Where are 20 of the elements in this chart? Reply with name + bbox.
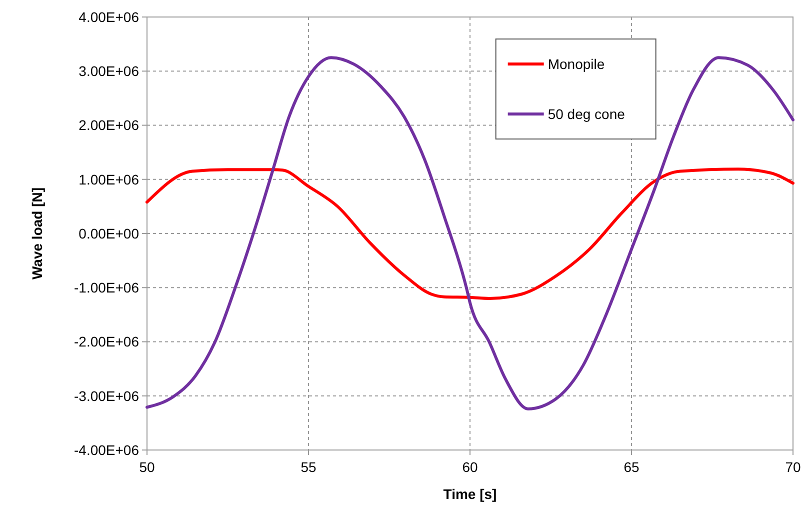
y-tick-label: -3.00E+06	[74, 388, 140, 404]
x-tick-label: 70	[785, 459, 801, 475]
x-tick-label: 60	[462, 459, 478, 475]
legend-label: 50 deg cone	[548, 106, 626, 122]
y-tick-label: 2.00E+06	[78, 117, 140, 134]
line-series	[146, 56, 794, 410]
legend-label: Monopile	[548, 56, 605, 72]
y-tick-label: -4.00E+06	[74, 442, 140, 458]
y-tick-label: -1.00E+06	[74, 280, 140, 296]
y-tick-label: -2.00E+06	[74, 334, 140, 350]
x-tick-label: 55	[300, 459, 316, 475]
x-tick-label: 65	[624, 459, 640, 475]
x-axis-title: Time [s]	[443, 486, 497, 502]
y-tick-label: 4.00E+06	[78, 8, 140, 25]
y-tick-label: 0.00E+00	[78, 225, 140, 242]
x-tick-label: 50	[139, 459, 155, 475]
y-tick-label: 3.00E+06	[78, 63, 140, 80]
line-series	[146, 168, 794, 300]
y-axis-title: Wave load [N]	[29, 187, 45, 280]
y-tick-label: 1.00E+06	[78, 171, 140, 188]
